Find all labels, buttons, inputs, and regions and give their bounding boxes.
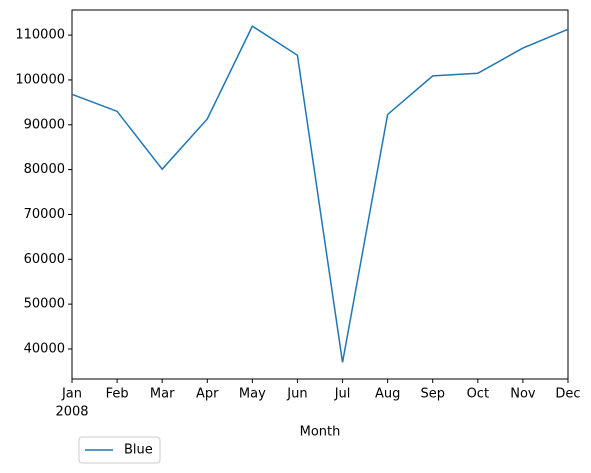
plot-frame [71, 9, 569, 380]
y-tick-label: 100000 [15, 72, 65, 87]
x-tick-label: Dec [555, 387, 580, 402]
y-tick-label: 90000 [24, 117, 65, 132]
x-axis-label: Month [300, 425, 341, 440]
y-tick-label: 60000 [24, 252, 65, 267]
legend-box [78, 436, 161, 464]
x-tick-label: Sep [420, 387, 445, 402]
x-sublabel: 2008 [55, 405, 88, 420]
x-tick-label: Jun [286, 387, 307, 402]
y-tick-label: 40000 [24, 341, 65, 356]
x-tick-label: May [239, 387, 266, 402]
y-tick-label: 50000 [24, 297, 65, 312]
x-tick-label: Oct [467, 387, 489, 402]
y-tick-label: 70000 [24, 207, 65, 222]
line-series [71, 25, 569, 363]
y-tick-label: 80000 [24, 162, 65, 177]
legend-label: Blue [124, 443, 153, 458]
x-tick-label: Nov [510, 387, 536, 402]
x-tick-label: Feb [106, 387, 129, 402]
y-tick-label: 110000 [15, 28, 65, 43]
x-tick-label: Aug [375, 387, 400, 402]
x-tick-label: Mar [150, 387, 175, 402]
x-tick-label: Jul [334, 387, 351, 402]
x-tick-label: Jan [61, 387, 82, 402]
x-tick-label: Apr [196, 387, 219, 402]
